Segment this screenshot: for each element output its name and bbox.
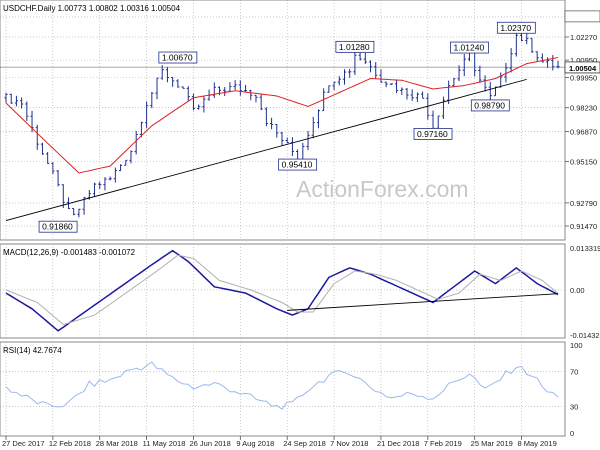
price-label-box: [278, 158, 318, 171]
x-tick-label: 7 Feb 2019: [424, 439, 462, 448]
macd-series: [5, 249, 559, 332]
price-tick-label: 1.00950: [570, 56, 597, 65]
price-tick-label: 1.02270: [570, 33, 597, 42]
x-tick-label: 21 Dec 2018: [377, 439, 420, 448]
rsi-line: [5, 361, 559, 410]
x-tick-label: 11 May 2018: [143, 439, 186, 448]
macd-tick-label: 0.013319: [570, 244, 600, 253]
price-tick-label: 0.91470: [570, 222, 597, 231]
x-tick-label: 24 Sep 2018: [283, 439, 326, 448]
price-label-box: [450, 41, 489, 54]
price-tick-label: 0.98230: [570, 104, 597, 113]
price-label-box: [470, 99, 510, 112]
rsi-panel-title: RSI(14) 42.7674: [3, 346, 62, 355]
rsi-series: [5, 361, 559, 410]
price-label: 1.01280: [339, 42, 370, 52]
rsi-tick-label: 0: [570, 429, 574, 438]
x-tick-label: 26 Jun 2018: [189, 439, 230, 448]
last-price-box: [564, 61, 600, 74]
price-label: 1.00670: [162, 53, 193, 63]
x-tick-label: 7 Nov 2018: [330, 439, 368, 448]
rsi-tick-label: 100: [570, 341, 583, 350]
price-label-box: [413, 128, 453, 140]
x-tick-label: 25 Mar 2019: [471, 439, 513, 448]
x-tick-label: 9 Aug 2018: [236, 439, 274, 448]
rsi-tick-label: 30: [570, 403, 578, 412]
price-label: 0.97160: [417, 129, 448, 139]
price-tick-label: 0.96870: [570, 128, 597, 137]
price-label-box: [335, 40, 375, 53]
price-panel-frame: [0, 0, 566, 241]
macd-tick-label: 0.00: [570, 286, 585, 295]
x-tick-label: 27 Dec 2017: [2, 439, 45, 448]
x-tick-label: 12 Feb 2018: [49, 439, 91, 448]
price-label: 1.02370: [500, 23, 531, 33]
watermark: ActionForex.com: [296, 176, 469, 202]
rsi-panel-frame: [0, 341, 566, 437]
price-label: 0.98790: [474, 100, 505, 110]
price-annotations: 1.00670 1.01280 1.01240 1.02370 0.98790 0.971…: [38, 21, 536, 233]
price-label-box: [38, 220, 78, 233]
top-level-box: [564, 10, 600, 23]
macd-panel-frame: [0, 243, 566, 339]
price-label: 1.01240: [453, 43, 484, 53]
moving-average-line: [5, 57, 559, 174]
macd-signal-line: [5, 254, 559, 326]
rsi-tick-label: 70: [570, 367, 578, 376]
price-trendline: [5, 78, 527, 222]
x-tick-label: 8 May 2019: [518, 439, 557, 448]
price-tick-label: 0.95150: [570, 158, 597, 167]
price-label-box: [496, 21, 536, 34]
price-tick-label: 0.92790: [570, 199, 597, 208]
last-price-label: 1.00504: [569, 64, 597, 73]
price-label: 0.95410: [282, 160, 313, 170]
price-label: 0.91860: [42, 222, 73, 232]
y-axis-labels: 1.034201.022701.009500.999500.982300.968…: [564, 10, 600, 438]
x-tick-label: 28 Mar 2018: [96, 439, 138, 448]
price-label-box: [158, 51, 198, 64]
macd-trendline: [287, 293, 559, 311]
support-trendline: [5, 78, 527, 222]
price-panel-title: USDCHF.Daily 1.00773 1.00802 1.00316 1.0…: [3, 4, 181, 13]
moving-average: [5, 57, 559, 174]
macd-panel-title: MACD(12,26,9) -0.001483 -0.001072: [3, 248, 136, 257]
macd-tick-label: -0.014323: [570, 331, 600, 340]
x-axis-labels: 27 Dec 2017 12 Feb 2018 28 Mar 2018 11 May …: [2, 436, 557, 448]
price-tick-label: 0.99950: [570, 74, 597, 83]
macd-line: [5, 249, 559, 332]
